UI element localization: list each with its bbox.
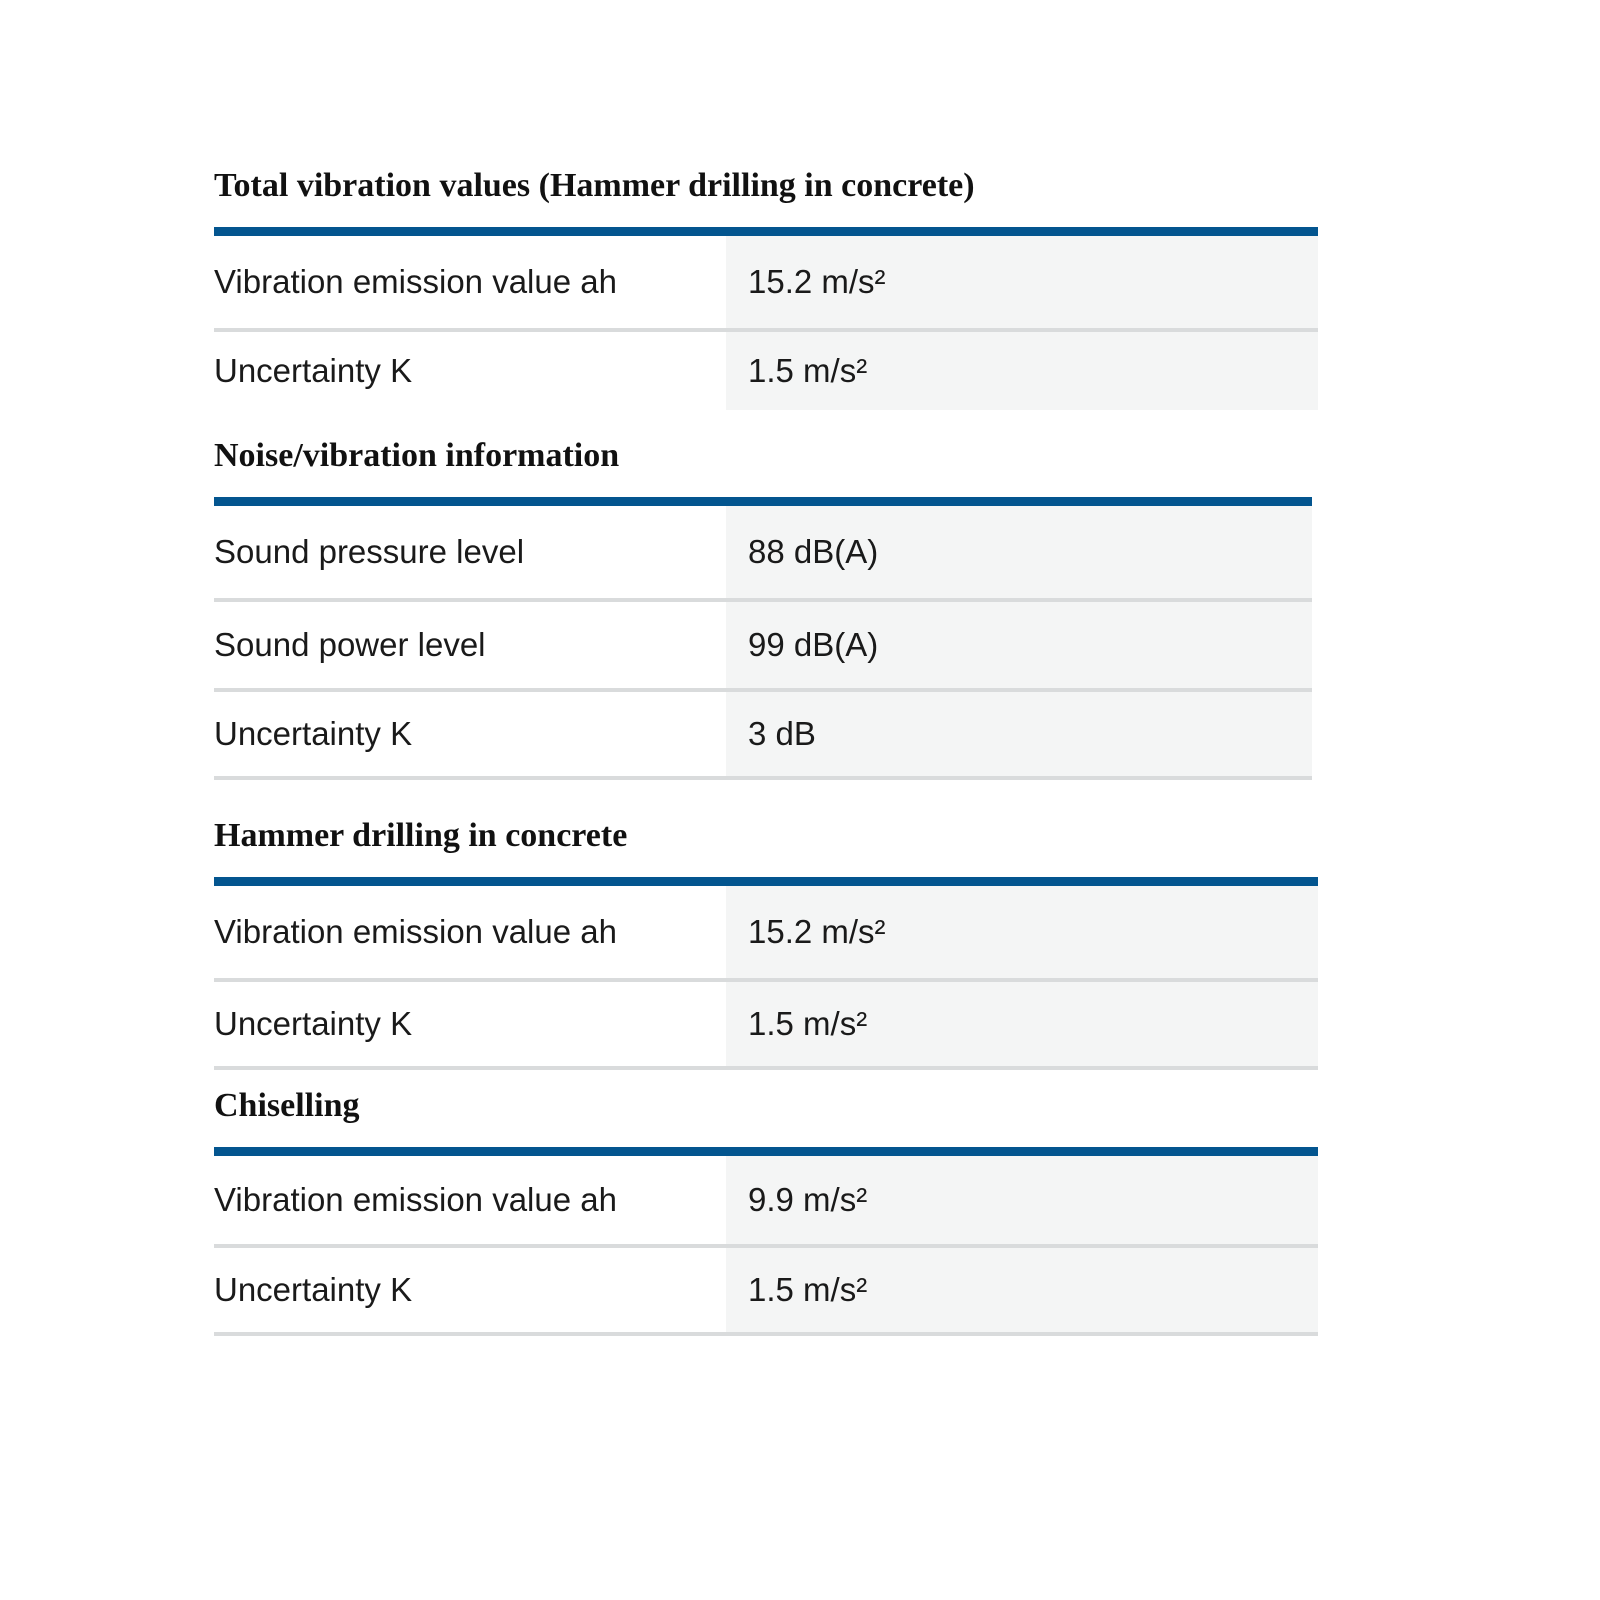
row-value: 15.2 m/s²: [748, 263, 886, 300]
row-value: 9.9 m/s²: [748, 1181, 868, 1218]
row-divider: [214, 1332, 1318, 1336]
table-row: Sound power level 99 dB(A): [214, 602, 1312, 692]
row-label: Sound pressure level: [214, 533, 525, 570]
row-label: Vibration emission value ah: [214, 1181, 617, 1218]
table-row: Uncertainty K 3 dB: [214, 692, 1312, 780]
section-title: Noise/vibration information: [214, 437, 620, 474]
row-divider: [214, 328, 1318, 332]
table-row: Vibration emission value ah 9.9 m/s²: [214, 1156, 1318, 1248]
section-accent-bar: [214, 227, 1318, 236]
row-divider: [214, 978, 1318, 982]
row-value: 1.5 m/s²: [748, 352, 868, 389]
row-divider: [214, 776, 1312, 780]
row-label: Vibration emission value ah: [214, 913, 617, 950]
row-value: 88 dB(A): [748, 533, 879, 570]
row-divider: [214, 688, 1312, 692]
row-value: 3 dB: [748, 715, 816, 752]
row-label: Vibration emission value ah: [214, 263, 617, 300]
row-value: 1.5 m/s²: [748, 1005, 868, 1042]
section-title: Chiselling: [214, 1087, 360, 1124]
table-row: Vibration emission value ah 15.2 m/s²: [214, 886, 1318, 982]
table-row: Uncertainty K 1.5 m/s²: [214, 332, 1318, 410]
row-divider: [214, 1066, 1318, 1070]
row-value: 99 dB(A): [748, 626, 879, 663]
row-value: 1.5 m/s²: [748, 1271, 868, 1308]
table-row: Sound pressure level 88 dB(A): [214, 506, 1312, 602]
row-label: Uncertainty K: [214, 1271, 413, 1308]
section-accent-bar: [214, 1147, 1318, 1156]
section-accent-bar: [214, 497, 1312, 506]
section-title: Hammer drilling in concrete: [214, 817, 628, 854]
row-divider: [214, 1244, 1318, 1248]
section-title: Total vibration values (Hammer drilling …: [214, 167, 975, 204]
table-row: Uncertainty K 1.5 m/s²: [214, 982, 1318, 1070]
table-row: Uncertainty K 1.5 m/s²: [214, 1248, 1318, 1336]
row-label: Sound power level: [214, 626, 486, 663]
row-label: Uncertainty K: [214, 352, 413, 389]
row-value: 15.2 m/s²: [748, 913, 886, 950]
section-accent-bar: [214, 877, 1318, 886]
row-label: Uncertainty K: [214, 715, 413, 752]
row-label: Uncertainty K: [214, 1005, 413, 1042]
table-row: Vibration emission value ah 15.2 m/s²: [214, 236, 1318, 332]
row-divider: [214, 598, 1312, 602]
